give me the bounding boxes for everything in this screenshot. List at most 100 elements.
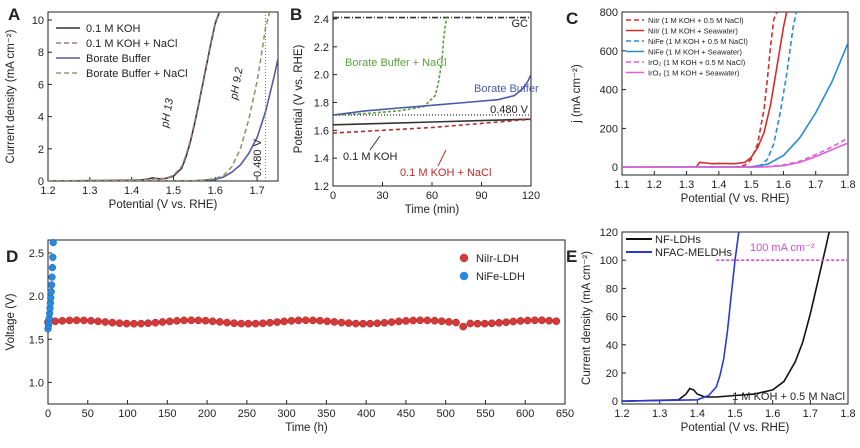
y-axis-label: Current density (mA cm⁻²) — [581, 251, 593, 385]
data-point-nife — [47, 281, 56, 289]
data-point-niir — [480, 319, 489, 328]
legend-label: NiIr (1 M KOH + 0.5 M NaCl) — [648, 16, 744, 25]
data-point-niir — [87, 316, 95, 325]
data-point-niir — [466, 319, 475, 328]
data-point-niir — [323, 317, 332, 326]
series-group — [333, 15, 531, 134]
legend-label: IrO₂ (1 M KOH + 0.5 M NaCl) — [648, 58, 746, 67]
data-point-niir — [180, 316, 188, 325]
x-tick-label: 150 — [158, 408, 176, 420]
data-point-niir — [359, 319, 367, 328]
annotation-electrolyte: 1 M KOH + 0.5 M NaCl — [732, 391, 845, 403]
pointer-koh — [369, 135, 381, 151]
data-point-niir — [309, 316, 317, 325]
x-tick-label: 1.2 — [647, 179, 662, 191]
annotation-480: 0.480 V — [490, 104, 529, 116]
data-point-niir — [416, 316, 425, 325]
x-tick-label: 1.3 — [82, 185, 97, 197]
series-group — [622, 232, 848, 402]
x-tick-label: 100 — [118, 408, 136, 420]
x-axis-label: Potential (V vs. RHE) — [681, 193, 790, 205]
y-tick-label: 2.0 — [29, 291, 44, 303]
data-point-niir — [402, 317, 410, 325]
legend-label: NiIr-LDH — [476, 253, 519, 265]
panel-letter: A — [8, 5, 20, 24]
y-tick-label: 0 — [612, 162, 618, 174]
y-tick-label: 2 — [38, 144, 44, 156]
y-tick-label: 1.6 — [314, 125, 329, 137]
label-borate-nacl: Borate Buffer + NaCl — [345, 57, 447, 69]
legend-label: Borate Buffer — [86, 53, 151, 65]
legend-label: NiFe-LDH — [476, 271, 525, 283]
y-tick-label: 8 — [38, 47, 44, 59]
data-point-niir — [545, 316, 553, 325]
data-point-niir — [430, 316, 439, 325]
y-tick-label: 80 — [606, 283, 618, 295]
data-point-niir — [316, 316, 324, 325]
data-point-niir — [552, 317, 561, 326]
data-point-niir — [459, 322, 468, 331]
legend-label: 0.1 M KOH + NaCl — [86, 38, 177, 50]
x-tick-label: 1.1 — [614, 179, 629, 191]
data-point-niir — [122, 319, 131, 328]
series-line-0-1-m-koh-nacl — [333, 118, 531, 134]
data-point-niir — [337, 318, 346, 327]
y-tick-label: 4 — [38, 112, 44, 124]
y-axis-label: Voltage (V) — [5, 293, 17, 350]
y-tick-label: 200 — [600, 123, 618, 135]
x-tick-label: 650 — [556, 408, 574, 420]
y-tick-label: 1.4 — [314, 153, 329, 165]
data-point-niir — [273, 318, 281, 326]
legend-label: IrO₂ (1 M KOH + Seawater) — [648, 69, 740, 78]
panel-c: C 1.1 1.2 1.3 1.4 1.5 1.6 1.7 1.8 0 200 400 600 800 Po… — [566, 7, 856, 205]
legend-label: NiIr (1 M KOH + Seawater) — [648, 27, 738, 36]
data-point-niir — [115, 319, 124, 328]
data-point-niir — [173, 316, 181, 325]
x-tick-label: 1.7 — [808, 179, 823, 191]
x-tick-label: 1.5 — [743, 179, 758, 191]
x-tick-label: 1.6 — [776, 179, 791, 191]
x-tick-label: 50 — [82, 408, 94, 420]
x-tick-label: 1.4 — [690, 408, 705, 420]
data-point-niir — [215, 318, 224, 326]
x-tick-label: 1.8 — [840, 179, 855, 191]
series-line-0-1-m-koh — [333, 118, 531, 126]
data-point-niir — [495, 318, 503, 327]
data-point-niir — [394, 317, 403, 326]
series-line-niir-1-m-koh-0-5-m-nacl- — [622, 12, 778, 168]
data-point-niir — [144, 319, 153, 328]
x-tick-label: 1.5 — [727, 408, 742, 420]
x-tick-label: 1.7 — [803, 408, 818, 420]
data-point-niir — [137, 319, 145, 328]
series-line-borate-buffer-nacl — [48, 12, 271, 181]
legend-marker — [459, 253, 469, 263]
x-axis-label: Potential (V vs. RHE) — [681, 422, 790, 434]
legend-label: NiFe (1 M KOH + 0.5 M NaCl) — [648, 37, 748, 46]
x-tick-label: 200 — [198, 408, 216, 420]
x-tick-label: 0 — [330, 190, 336, 202]
panel-a: A 1.2 1.3 1.4 1.5 1.6 1.7 0 2 4 6 8 10 Potential (V v… — [5, 5, 279, 211]
y-axis-label: Potential (V vs. RHE) — [293, 45, 305, 154]
legend-label: 0.1 M KOH — [86, 23, 140, 35]
x-tick-label: 30 — [376, 190, 388, 202]
data-point-niir — [208, 317, 217, 326]
y-tick-label: 2.0 — [314, 70, 329, 82]
annotation-gc: GC — [512, 18, 529, 30]
data-point-niir — [194, 316, 203, 325]
data-point-niir — [94, 317, 102, 326]
legend-label: NiFe (1 M KOH + Seawater) — [648, 48, 742, 57]
panel-letter: E — [566, 247, 577, 266]
y-axis-label: j (mA cm⁻²) — [571, 64, 583, 124]
data-point-niir — [280, 317, 289, 326]
x-tick-label: 600 — [516, 408, 534, 420]
data-point-niir — [237, 319, 246, 328]
y-tick-label: 6 — [38, 79, 44, 91]
data-point-niir — [445, 318, 453, 326]
y-tick-label: 400 — [600, 85, 618, 97]
data-point-niir — [258, 319, 267, 328]
data-point-niir — [423, 316, 432, 325]
annotation-ph92: pH 9.2 — [228, 67, 246, 102]
legend-label: NFAC-MELDHs — [655, 247, 733, 259]
panel-letter: D — [6, 247, 18, 266]
